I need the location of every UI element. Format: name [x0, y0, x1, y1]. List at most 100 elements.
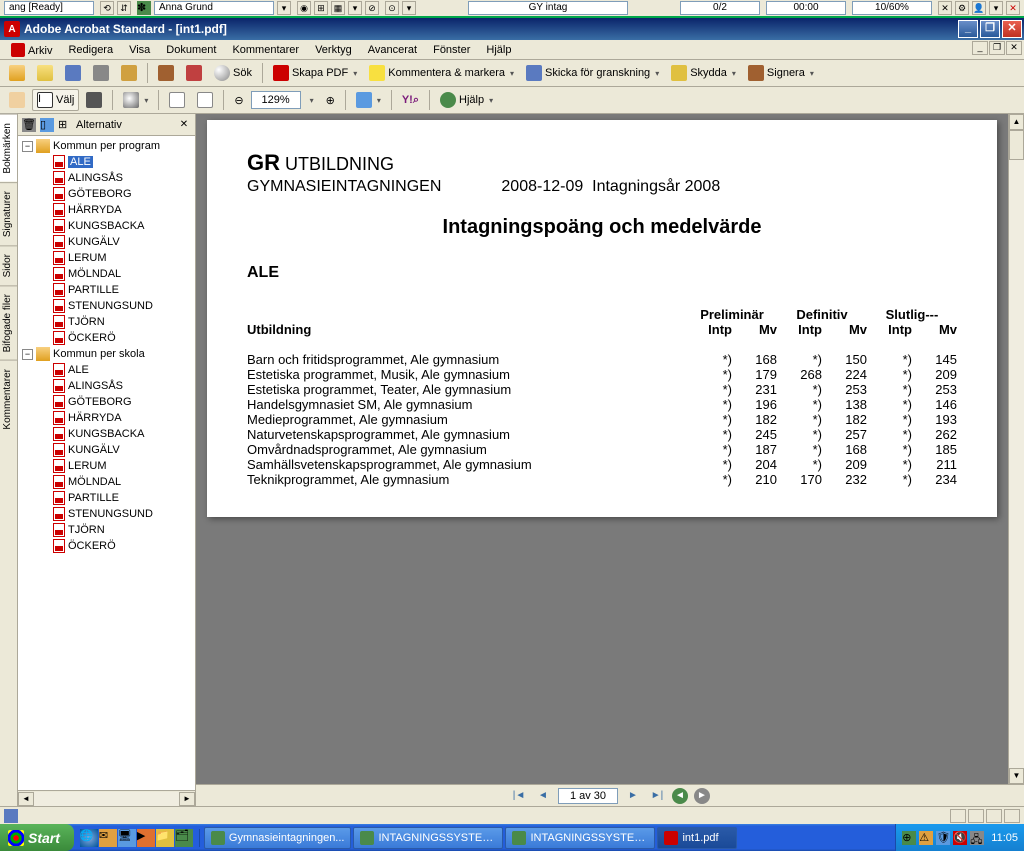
next-page[interactable]: ►: [624, 787, 642, 805]
v-scrollbar[interactable]: ▲ ▼: [1008, 114, 1024, 784]
bookmark-item[interactable]: ALINGSÅS: [20, 378, 193, 394]
protect-button[interactable]: Skydda: [666, 62, 741, 84]
sign-button[interactable]: Signera: [743, 62, 819, 84]
comment-button[interactable]: Kommentera & markera: [364, 62, 519, 84]
bookmark-item[interactable]: GÖTEBORG: [20, 186, 193, 202]
prev-page[interactable]: ◄: [534, 787, 552, 805]
menu-verktyg[interactable]: Verktyg: [308, 42, 359, 58]
bookmark-item[interactable]: LERUM: [20, 458, 193, 474]
bookmark-item[interactable]: ALE: [20, 362, 193, 378]
ql-mail-icon[interactable]: ✉: [99, 829, 117, 847]
task-button[interactable]: INTAGNINGSSYSTEM ...: [353, 827, 503, 849]
tray-icon[interactable]: ⚠: [919, 831, 933, 845]
scroll-thumb[interactable]: [1009, 130, 1024, 160]
sys-btn[interactable]: ⇵: [117, 1, 131, 15]
tab-comments[interactable]: Kommentarer: [0, 360, 17, 438]
dropdown-btn[interactable]: ▾: [989, 1, 1003, 15]
sys-btn[interactable]: ⊙: [385, 1, 399, 15]
bookmark-item[interactable]: TJÖRN: [20, 314, 193, 330]
zoom-in[interactable]: ⊕: [321, 89, 340, 111]
bookmark-item[interactable]: KUNGÄLV: [20, 442, 193, 458]
view-continuous[interactable]: [968, 809, 984, 823]
task-button[interactable]: int1.pdf: [657, 827, 737, 849]
scroll-track[interactable]: [1009, 130, 1024, 768]
expand-icon[interactable]: ⊞: [58, 118, 72, 132]
mdi-restore[interactable]: ❐: [989, 41, 1005, 55]
tab-bookmarks[interactable]: Bokmärken: [0, 114, 17, 182]
scroll-down[interactable]: ▼: [1009, 768, 1024, 784]
scroll-right[interactable]: ►: [179, 792, 195, 806]
menu-visa[interactable]: Visa: [122, 42, 157, 58]
dropdown-btn[interactable]: ▾: [277, 1, 291, 15]
hand-tool[interactable]: [4, 89, 30, 111]
dropdown-btn[interactable]: ▾: [402, 1, 416, 15]
bookmark-item[interactable]: ALINGSÅS: [20, 170, 193, 186]
edit-button[interactable]: [153, 62, 179, 84]
tab-attachments[interactable]: Bifogade filer: [0, 285, 17, 360]
scroll-left[interactable]: ◄: [18, 792, 34, 806]
bookmark-item[interactable]: HÄRRYDA: [20, 410, 193, 426]
tray-icon[interactable]: 🛡: [936, 831, 950, 845]
bookmark-item[interactable]: ÖCKERÖ: [20, 538, 193, 554]
bookmark-item[interactable]: MÖLNDAL: [20, 266, 193, 282]
minimize-button[interactable]: _: [958, 20, 978, 38]
menu-dokument[interactable]: Dokument: [159, 42, 223, 58]
bookmark-item[interactable]: STENUNGSUND: [20, 298, 193, 314]
mdi-minimize[interactable]: _: [972, 41, 988, 55]
bookmark-item[interactable]: HÄRRYDA: [20, 202, 193, 218]
sys-btn[interactable]: ◉: [297, 1, 311, 15]
print-button[interactable]: [88, 62, 114, 84]
rotate-button[interactable]: [351, 89, 386, 111]
sys-btn[interactable]: ⊘: [365, 1, 379, 15]
send-review-button[interactable]: Skicka för granskning: [521, 62, 664, 84]
last-page[interactable]: ►|: [648, 787, 666, 805]
dropdown-btn[interactable]: ▾: [348, 1, 362, 15]
bookmark-item[interactable]: ALE: [20, 154, 193, 170]
tab-pages[interactable]: Sidor: [0, 245, 17, 285]
trash-icon[interactable]: 🗑: [22, 118, 36, 132]
tray-icon[interactable]: ⊕: [902, 831, 916, 845]
collapse-icon[interactable]: −: [22, 141, 33, 152]
fit-page[interactable]: [164, 89, 190, 111]
menu-hjalp[interactable]: Hjälp: [479, 42, 518, 58]
menu-fonster[interactable]: Fönster: [426, 42, 477, 58]
zoom-out[interactable]: ⊖: [229, 89, 248, 111]
tab-signatures[interactable]: Signaturer: [0, 182, 17, 245]
menu-arkiv[interactable]: Arkiv: [4, 41, 59, 59]
mail-button[interactable]: [116, 62, 142, 84]
task-button[interactable]: Gymnasieintagningen...: [204, 827, 352, 849]
bookmark-group[interactable]: −Kommun per skola: [20, 346, 193, 362]
ql-globe-icon[interactable]: 🌐: [80, 829, 98, 847]
view-single[interactable]: [950, 809, 966, 823]
view-facing[interactable]: [986, 809, 1002, 823]
zoom-field[interactable]: [251, 91, 301, 109]
help-button[interactable]: Hjälp: [435, 89, 498, 111]
sys-btn[interactable]: ✕: [1006, 1, 1020, 15]
folder-button[interactable]: [32, 62, 58, 84]
search-button[interactable]: Sök: [209, 62, 257, 84]
ql-explorer-icon[interactable]: 🗂: [175, 829, 193, 847]
ql-folder-icon[interactable]: 📁: [156, 829, 174, 847]
sys-btn[interactable]: ⟲: [100, 1, 114, 15]
yahoo-button[interactable]: Y!⌕: [397, 89, 424, 111]
page-field[interactable]: 1 av 30: [558, 788, 618, 804]
options-menu[interactable]: Alternativ: [76, 119, 173, 131]
maximize-button[interactable]: ❐: [980, 20, 1000, 38]
tray-icon[interactable]: 🖧: [970, 831, 984, 845]
bookmark-item[interactable]: ÖCKERÖ: [20, 330, 193, 346]
task-button[interactable]: INTAGNINGSSYSTEM ...: [505, 827, 655, 849]
bookmark-item[interactable]: STENUNGSUND: [20, 506, 193, 522]
view-facing-cont[interactable]: [1004, 809, 1020, 823]
close-button[interactable]: ✕: [1002, 20, 1022, 38]
open-button[interactable]: [4, 62, 30, 84]
bookmark-item[interactable]: KUNGSBACKA: [20, 426, 193, 442]
tray-icon[interactable]: 🔇: [953, 831, 967, 845]
back-button[interactable]: ◄: [672, 788, 688, 804]
menu-avancerat[interactable]: Avancerat: [361, 42, 424, 58]
bookmark-item[interactable]: PARTILLE: [20, 490, 193, 506]
collapse-icon[interactable]: −: [22, 349, 33, 360]
scroll-track[interactable]: [34, 792, 179, 806]
scroll-up[interactable]: ▲: [1009, 114, 1024, 130]
sys-btn[interactable]: ⊞: [314, 1, 328, 15]
sys-btn[interactable]: ⚙: [955, 1, 969, 15]
